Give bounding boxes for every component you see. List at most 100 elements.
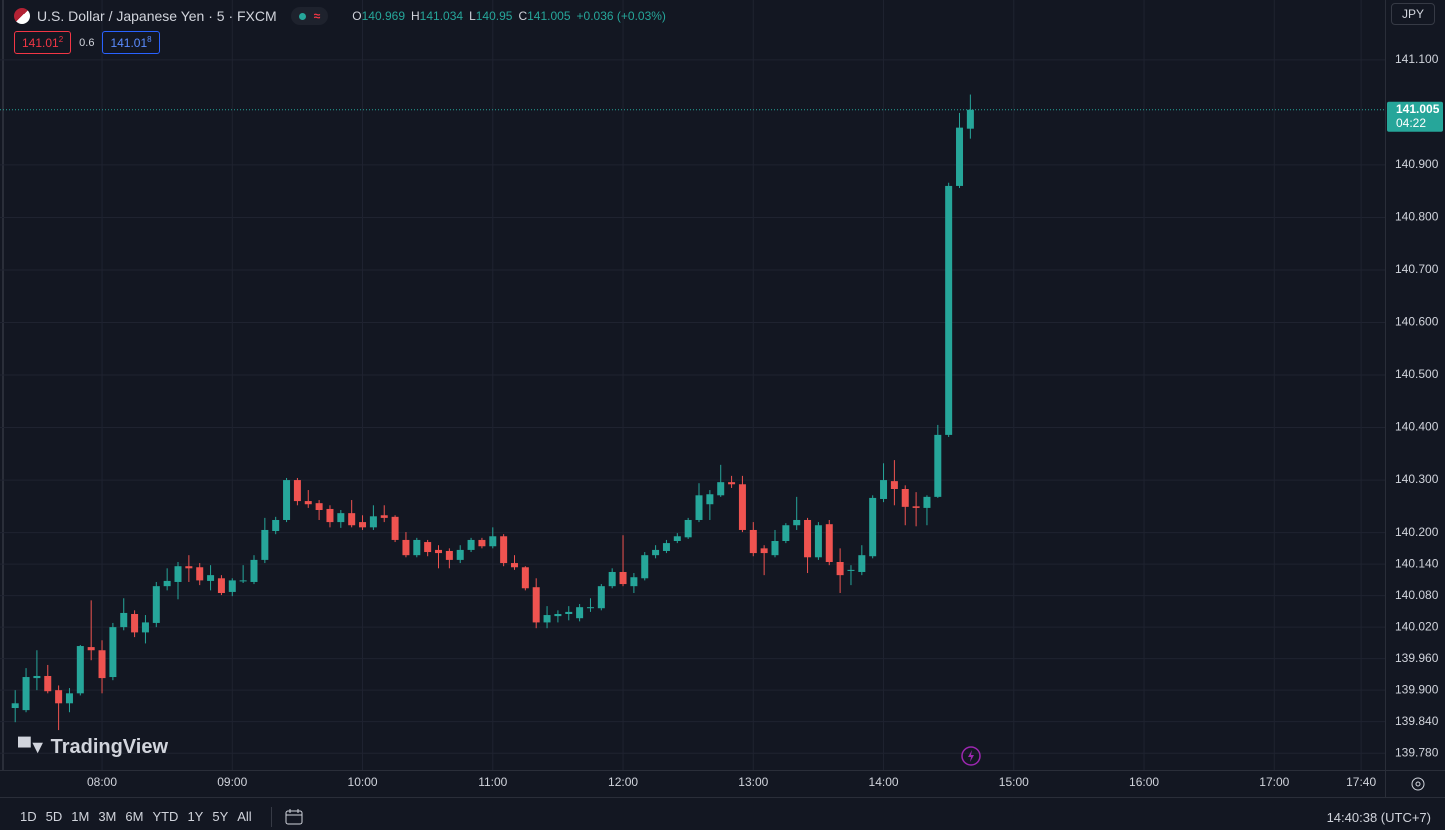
candle-body: [890, 481, 898, 489]
buy-button[interactable]: 141.018: [102, 31, 160, 54]
candle-body: [814, 525, 822, 558]
ohlc-key: L: [469, 9, 476, 23]
symbol-title[interactable]: U.S. Dollar / Japanese Yen · 5 · FXCM: [37, 8, 277, 24]
range-button[interactable]: 6M: [125, 809, 144, 824]
candle-body: [44, 675, 52, 692]
candle-body: [304, 501, 312, 505]
buy-price: 141.01: [110, 36, 148, 50]
last-price-tag: [1387, 101, 1443, 132]
clock[interactable]: 14:40:38 (UTC+7): [1326, 810, 1431, 825]
x-tick-label: 08:00: [87, 775, 117, 789]
x-tick-label: 12:00: [608, 775, 638, 789]
alert-icon: [961, 746, 981, 766]
candle-body: [250, 559, 258, 582]
candle-body: [966, 109, 974, 129]
candle-body: [196, 567, 204, 581]
candle-body: [152, 586, 160, 623]
ohlc-key: O: [352, 9, 362, 23]
y-tick-label: 140.800: [1395, 210, 1439, 224]
flag-icon: [14, 8, 30, 24]
candle-body: [652, 549, 660, 556]
candle-body: [456, 549, 464, 560]
date-range-icon[interactable]: [284, 807, 304, 827]
candle-body: [283, 480, 291, 520]
ohlc-key: H: [411, 9, 420, 23]
range-button[interactable]: 3M: [98, 809, 117, 824]
range-button[interactable]: YTD: [152, 809, 179, 824]
logo-text: TradingView: [50, 736, 169, 758]
range-button[interactable]: 5D: [45, 809, 63, 824]
range-button[interactable]: 5Y: [212, 809, 229, 824]
candle-body: [923, 496, 931, 508]
y-tick-label: 140.600: [1395, 315, 1439, 329]
candle-body: [11, 703, 19, 709]
candle-body: [326, 508, 334, 523]
candle-body: [445, 550, 453, 560]
candle-body: [608, 571, 616, 587]
candle-body: [185, 566, 193, 569]
candle-body: [804, 519, 812, 558]
y-tick-label: 140.200: [1395, 525, 1439, 539]
candle-body: [586, 607, 594, 609]
candle-body: [858, 555, 866, 572]
candle-body: [554, 614, 562, 617]
candle-body: [728, 482, 736, 485]
wave-icon: ≈: [313, 9, 321, 23]
candle-body: [315, 503, 323, 511]
currency-button[interactable]: JPY: [1391, 3, 1435, 25]
candle-body: [55, 690, 63, 704]
candle-body: [217, 578, 225, 593]
candle-body: [402, 539, 410, 556]
candle-body: [261, 529, 269, 560]
candle-body: [369, 516, 377, 528]
candle-body: [717, 482, 725, 496]
ohlc-value: 141.034: [419, 9, 464, 23]
candle-body: [673, 536, 681, 541]
candle-body: [847, 569, 855, 571]
ohlc-key: C: [518, 9, 528, 23]
candle-body: [749, 529, 757, 554]
candle-body: [597, 586, 605, 609]
candle-body: [207, 575, 215, 581]
plot-background: [0, 0, 1385, 770]
settings-dot: [1415, 781, 1421, 787]
y-tick-label: 139.960: [1395, 651, 1439, 665]
status-pill[interactable]: ≈: [290, 7, 329, 25]
candle-body: [131, 614, 139, 633]
range-button[interactable]: 1Y: [187, 809, 204, 824]
candle-body: [695, 495, 703, 520]
candle-body: [771, 540, 779, 556]
candle-body: [576, 607, 584, 619]
x-tick-label: 17:40: [1346, 775, 1376, 789]
settings-icon[interactable]: [1411, 777, 1425, 791]
candle-body: [619, 571, 627, 585]
quote-buttons: 141.012 0.6 141.018: [14, 31, 160, 54]
candle-body: [760, 548, 768, 554]
sell-button[interactable]: 141.012: [14, 31, 72, 54]
ohlc-value: 140.969: [361, 9, 405, 23]
range-button[interactable]: All: [237, 809, 252, 824]
candle-body: [413, 539, 421, 556]
candle-body: [478, 539, 486, 547]
candle-body: [869, 497, 877, 557]
candle-body: [956, 127, 964, 186]
range-button[interactable]: 1D: [20, 809, 37, 824]
candle-body: [22, 677, 30, 711]
y-tick-label: 139.780: [1395, 745, 1439, 759]
range-button[interactable]: 1M: [71, 809, 90, 824]
candle-body: [163, 580, 171, 587]
candle-body: [630, 577, 638, 587]
candle-body: [836, 562, 844, 576]
candle-body: [348, 513, 356, 526]
buy-pip: 8: [147, 35, 152, 44]
candle-body: [565, 611, 573, 615]
candle-body: [424, 542, 432, 553]
countdown: 04:22: [1396, 116, 1426, 130]
x-tick-label: 14:00: [869, 775, 899, 789]
candle-body: [521, 567, 529, 589]
candle-body: [76, 646, 84, 694]
candle-body: [98, 650, 106, 679]
x-tick-label: 10:00: [348, 775, 378, 789]
